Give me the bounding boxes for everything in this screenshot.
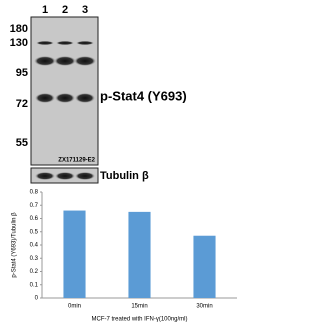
y-tick-label: 0.7 [30,203,39,209]
bar [128,212,150,298]
marker-label: 72 [16,98,28,110]
bar [193,236,215,298]
lane-label: 3 [82,4,88,16]
marker-label: 95 [16,67,28,79]
x-tick-label: 30min [196,304,212,310]
antibody-label: p-Stat4 (Y693) [100,88,187,103]
y-tick-label: 0.5 [30,229,39,235]
y-tick-label: 0.6 [30,216,39,222]
y-tick-label: 0.2 [30,269,39,275]
western-blot: 1 2 3 180 130 95 72 55 p-Stat4 (Y693) ZX… [10,4,187,183]
y-tick-label: 0.3 [30,256,39,262]
marker-label: 55 [16,137,28,149]
blot-membrane [31,17,98,165]
chart: 0 0.1 0.2 0.3 0.4 0.5 0.6 0.7 0.8 0min 15min 30min M… [12,190,237,323]
catalog-label: ZX171129-E2 [58,158,95,164]
y-tick-label: 0.1 [30,282,39,288]
marker-label: 180 [10,23,28,35]
y-tick-label: 0.4 [30,243,39,249]
lane-label: 2 [62,4,68,16]
y-tick-label: 0 [35,296,39,302]
lane-label: 1 [42,4,48,16]
x-tick-label: 15min [131,304,147,310]
figure: 1 2 3 180 130 95 72 55 p-Stat4 (Y693) ZX… [0,0,247,325]
y-axis-title: p-Stat4 (Y693)/Tubulin β [12,212,18,278]
x-axis-title: MCF-7 treated with IFN-γ(100ng/ml) [91,317,187,323]
loading-label: Tubulin β [100,170,149,182]
bar [63,211,85,298]
y-tick-label: 0.8 [30,190,39,196]
x-tick-label: 0min [68,304,81,310]
marker-label: 130 [10,37,28,49]
